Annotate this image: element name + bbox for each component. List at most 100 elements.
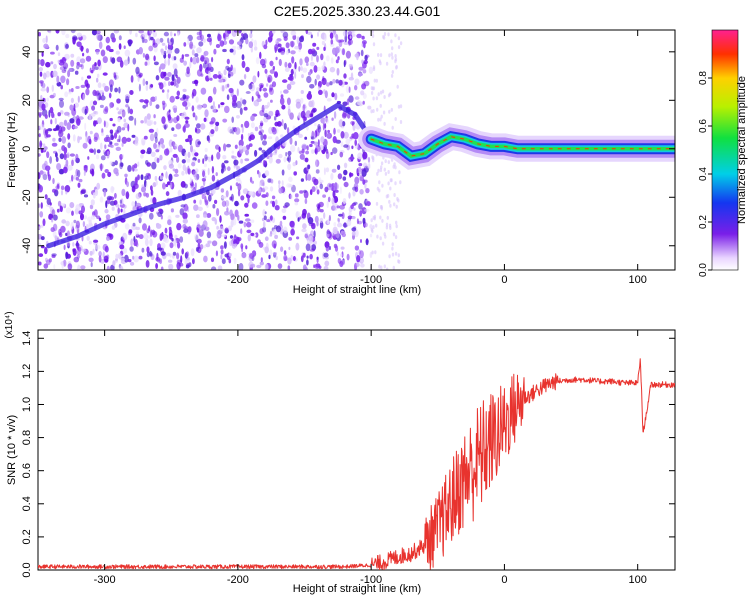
heatmap-cell [63, 66, 67, 72]
heatmap-cell [295, 101, 301, 109]
heatmap-cell [229, 209, 233, 217]
heatmap-cell [365, 238, 369, 246]
heatmap-cell [115, 146, 122, 151]
heatmap-cell [44, 247, 48, 255]
heatmap-cell [240, 228, 243, 235]
heatmap-cell [248, 136, 252, 142]
heatmap-cell [108, 79, 114, 88]
heatmap-cell [70, 53, 75, 58]
heatmap-cell [367, 105, 372, 110]
heatmap-cell [326, 231, 331, 235]
heatmap-cell [167, 52, 171, 59]
heatmap-cell [92, 248, 95, 255]
heatmap-cell [339, 204, 345, 210]
heatmap-cell [327, 129, 330, 134]
heatmap-cell [166, 92, 169, 100]
heatmap-cell [299, 36, 304, 43]
heatmap-cell [372, 225, 375, 230]
heatmap-cell [390, 73, 394, 78]
heatmap-cell [99, 196, 104, 203]
heatmap-cell [226, 207, 229, 213]
heatmap-cell [245, 149, 249, 156]
heatmap-cell [176, 76, 181, 84]
heatmap-cell [336, 251, 339, 256]
heatmap-cell [305, 150, 309, 155]
heatmap-cell [50, 206, 54, 215]
heatmap-cell [203, 38, 206, 43]
heatmap-cell [132, 222, 136, 227]
heatmap-cell [189, 43, 194, 50]
heatmap-cell [263, 186, 269, 190]
heatmap-cell [286, 183, 292, 188]
heatmap-cell [226, 143, 231, 148]
heatmap-cell [255, 57, 260, 65]
heatmap-cell [98, 41, 103, 49]
heatmap-cell [284, 61, 288, 68]
heatmap-cell [140, 120, 144, 124]
snr-y-axis-label: SNR (10 * v/v) [6, 415, 18, 485]
heatmap-cell [298, 133, 303, 138]
heatmap-cell [291, 56, 295, 64]
heatmap-cell [120, 257, 126, 262]
heatmap-cell [248, 191, 254, 196]
heatmap-cell [69, 153, 75, 157]
heatmap-cell [364, 55, 368, 61]
heatmap-cell [331, 92, 335, 98]
heatmap-cell [283, 89, 289, 94]
heatmap-cell [114, 192, 117, 199]
heatmap-cell [49, 156, 52, 164]
heatmap-cell [135, 226, 140, 231]
heatmap-cell [76, 61, 80, 66]
heatmap-cell [396, 84, 399, 89]
heatmap-cell [174, 168, 179, 174]
heatmap-cell [71, 159, 74, 166]
heatmap-cell [111, 186, 115, 191]
heatmap-cell [294, 198, 300, 203]
heatmap-cell [391, 246, 394, 251]
heatmap-cell [48, 215, 53, 220]
heatmap-cell [192, 45, 196, 49]
heatmap-cell [314, 131, 316, 140]
heatmap-cell [196, 47, 202, 54]
heatmap-cell [321, 65, 325, 71]
heatmap-cell [296, 36, 300, 45]
heatmap-cell [162, 182, 166, 190]
heatmap-cell [269, 186, 274, 192]
heatmap-cell [354, 229, 359, 238]
heatmap-cell [248, 41, 254, 49]
heatmap-cell [184, 123, 190, 128]
heatmap-cell [309, 189, 313, 196]
heatmap-cell [115, 253, 119, 259]
heatmap-cell [283, 122, 287, 130]
heatmap-cell [227, 73, 231, 79]
heatmap-cell [261, 194, 267, 198]
heatmap-cell [330, 39, 334, 45]
heatmap-cell [191, 105, 195, 112]
heatmap-cell [155, 75, 160, 81]
heatmap-cell [243, 73, 247, 80]
heatmap-cell [267, 178, 272, 183]
heatmap-cell [258, 147, 263, 151]
heatmap-cell [146, 113, 151, 120]
heatmap-cell [52, 137, 56, 142]
heatmap-cell [333, 182, 340, 190]
heatmap-cell [221, 162, 225, 169]
heatmap-cell [389, 203, 392, 208]
heatmap-cell [263, 134, 267, 140]
heatmap-cell [146, 246, 150, 253]
heatmap-cell [343, 181, 349, 188]
y-tick-label: 0.8 [21, 430, 33, 445]
heatmap-cell [307, 174, 312, 181]
heatmap-cell [317, 66, 321, 72]
heatmap-cell [70, 88, 74, 93]
heatmap-cell [269, 84, 274, 91]
heatmap-cell [235, 164, 239, 171]
heatmap-cell [346, 219, 352, 227]
heatmap-cell [200, 123, 206, 130]
heatmap-cell [153, 30, 156, 33]
heatmap-cell [350, 120, 356, 125]
heatmap-cell [168, 229, 173, 237]
heatmap-cell [222, 155, 227, 160]
heatmap-cell [100, 142, 103, 150]
